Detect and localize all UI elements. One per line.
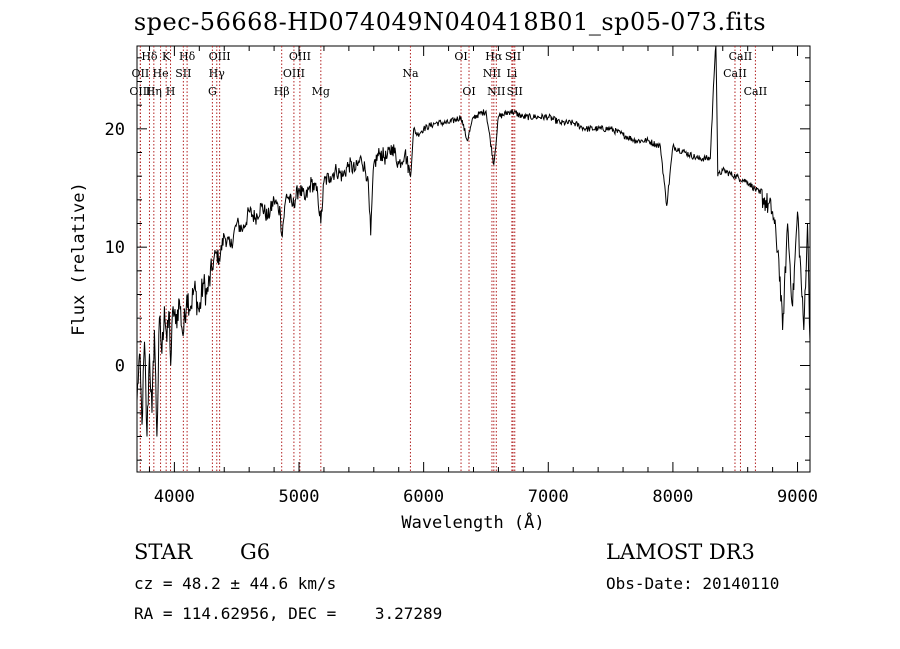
emission-line-label: CaII <box>723 67 747 80</box>
spectrum-series-line <box>136 45 811 437</box>
emission-line-labels: Hδ OII OIII K He Hη Hδ SII H OIII Hγ G Hβ OIII OIII Mg N… <box>129 50 767 98</box>
emission-line-label: OIII <box>289 50 311 63</box>
emission-lines <box>139 46 756 472</box>
x-tick-label: 8000 <box>652 487 693 507</box>
emission-line-label: G <box>208 85 217 98</box>
y-tick-label: 20 <box>105 120 125 140</box>
y-tick-label: 10 <box>105 238 125 258</box>
emission-line-label: CaII <box>744 85 768 98</box>
emission-line-label: Hδ <box>179 50 196 63</box>
y-tick-label: 0 <box>115 357 125 377</box>
emission-line-label: Na <box>402 67 419 80</box>
emission-line-label: OIII <box>209 50 231 63</box>
x-axis-label: Wavelength (Å) <box>401 511 544 533</box>
emission-line-label: NII <box>487 85 505 98</box>
x-tick-label: 9000 <box>777 487 818 507</box>
x-tick-label: 6000 <box>403 487 444 507</box>
emission-line-label: Hδ <box>141 50 158 63</box>
coordinates: RA = 114.62956, DEC = 3.27289 <box>134 604 443 623</box>
emission-line-label: Hα <box>485 50 503 63</box>
emission-line-label: Hγ <box>209 67 226 80</box>
emission-line-label: SII <box>175 67 191 80</box>
x-axis-ticks: 4000 5000 6000 7000 8000 9000 <box>148 46 818 507</box>
emission-line-label: OIII <box>283 67 305 80</box>
object-class: STAR <box>134 540 193 564</box>
emission-line-label: CaII <box>729 50 753 63</box>
x-tick-label: 4000 <box>154 487 195 507</box>
chart-title: spec-56668-HD074049N040418B01_sp05-073.f… <box>133 8 767 36</box>
emission-line-label: K <box>162 50 171 63</box>
y-axis-label: Flux (relative) <box>69 182 89 336</box>
plot-frame <box>136 45 811 473</box>
redshift-value: cz = 48.2 ± 44.6 km/s <box>134 574 337 593</box>
y-axis-ticks: 0 10 20 <box>105 57 810 461</box>
emission-line-label: NII <box>483 67 501 80</box>
emission-line-label: Hβ <box>274 85 290 98</box>
emission-line-label: Hη <box>146 85 162 98</box>
emission-line-label: OIII <box>129 85 151 98</box>
x-tick-label: 7000 <box>528 487 569 507</box>
emission-line-label: Mg <box>312 85 330 98</box>
object-subclass: G6 <box>240 540 271 564</box>
emission-line-label: OI <box>454 50 467 63</box>
obs-date: Obs-Date: 20140110 <box>606 574 780 593</box>
emission-line-label: Li <box>506 67 517 80</box>
emission-line-label: OI <box>462 85 475 98</box>
emission-line-label: SII <box>505 50 521 63</box>
emission-line-label: SII <box>507 85 523 98</box>
survey-name: LAMOST DR3 <box>606 540 755 564</box>
x-tick-label: 5000 <box>279 487 320 507</box>
emission-line-label: H <box>166 85 176 98</box>
emission-line-label: OII <box>132 67 150 80</box>
emission-line-label: He <box>153 67 169 80</box>
